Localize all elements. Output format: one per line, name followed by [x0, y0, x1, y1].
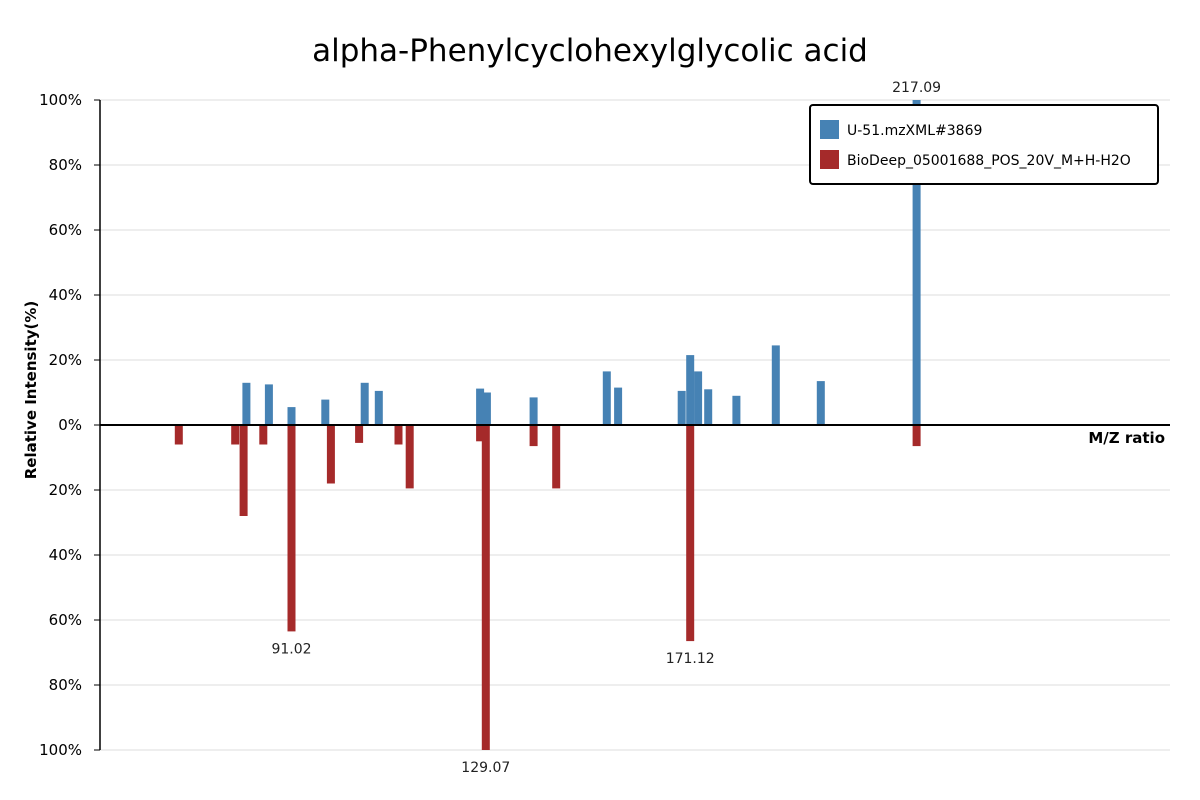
reference-peak-bar	[476, 425, 485, 442]
query-peak-bar	[694, 371, 703, 425]
reference-peak-bar	[481, 425, 490, 750]
reference-peak-bar	[239, 425, 248, 516]
query-peak-bar	[912, 100, 921, 425]
query-peak-bar	[264, 384, 273, 425]
axes	[99, 100, 1170, 750]
query-peak-bar	[360, 382, 369, 426]
legend-label-query: U-51.mzXML#3869	[847, 123, 982, 139]
legend-swatch-query	[820, 120, 839, 139]
reference-peak-bar	[552, 425, 561, 489]
peak-labels: 217.09 91.02 129.07 171.12	[271, 80, 941, 776]
grid-lines	[100, 99, 1170, 751]
y-tick-label: 80%	[49, 156, 82, 174]
query-peak-bar	[321, 399, 330, 425]
query-peak-bar	[732, 395, 741, 426]
query-peak-bar	[677, 390, 686, 425]
reference-peak-bar	[259, 425, 268, 445]
legend-swatch-reference	[820, 150, 839, 169]
query-peak-bar	[704, 389, 713, 426]
y-tick-label: 60%	[49, 221, 82, 239]
query-peak-bar	[529, 397, 538, 425]
reference-peak-bar	[405, 425, 414, 489]
y-axis-label: Relative Intensity(%)	[22, 301, 40, 480]
bars	[174, 100, 921, 750]
x-axis-label: M/Z ratio	[1088, 429, 1165, 447]
query-peak-bar	[476, 388, 485, 425]
reference-peak-bar	[287, 425, 296, 632]
reference-peak-bar	[231, 425, 240, 445]
y-tick-labels: 100% 80% 60% 40% 20% 0% 20% 40% 60% 80% 100%	[39, 91, 100, 759]
reference-peak-bar	[174, 425, 183, 445]
y-tick-label: 20%	[49, 351, 82, 369]
y-tick-label: 60%	[49, 611, 82, 629]
reference-peak-bar	[529, 425, 538, 447]
y-tick-label: 40%	[49, 286, 82, 304]
query-peak-bar	[482, 392, 491, 425]
y-tick-label: 0%	[58, 416, 82, 434]
query-peak-bar	[771, 345, 780, 425]
legend-box	[809, 104, 1159, 185]
y-tick-label: 20%	[49, 481, 82, 499]
query-peak-bar	[816, 381, 825, 425]
reference-peak-bar	[912, 425, 921, 447]
peak-mz-label: 217.09	[892, 80, 941, 96]
legend: U-51.mzXML#3869 BioDeep_05001688_POS_20V…	[809, 104, 1159, 185]
peak-mz-label: 129.07	[461, 760, 510, 776]
peak-mz-label: 171.12	[666, 651, 715, 667]
query-peak-bar	[242, 382, 251, 426]
peak-mz-label: 91.02	[271, 641, 311, 657]
y-tick-label: 100%	[39, 91, 82, 109]
query-peak-bar	[602, 371, 611, 425]
chart-title: alpha-Phenylcyclohexylglycolic acid	[312, 33, 868, 69]
reference-peak-bar	[355, 425, 364, 443]
query-peak-bar	[686, 355, 695, 425]
reference-peak-bar	[394, 425, 403, 445]
y-tick-label: 40%	[49, 546, 82, 564]
query-peak-bar	[374, 390, 383, 425]
y-tick-label: 80%	[49, 676, 82, 694]
legend-label-reference: BioDeep_05001688_POS_20V_M+H-H2O	[847, 153, 1131, 169]
reference-peak-bar	[326, 425, 335, 484]
reference-peak-bar	[686, 425, 695, 642]
query-peak-bar	[614, 387, 623, 425]
query-peak-bar	[287, 407, 296, 425]
y-tick-label: 100%	[39, 741, 82, 759]
